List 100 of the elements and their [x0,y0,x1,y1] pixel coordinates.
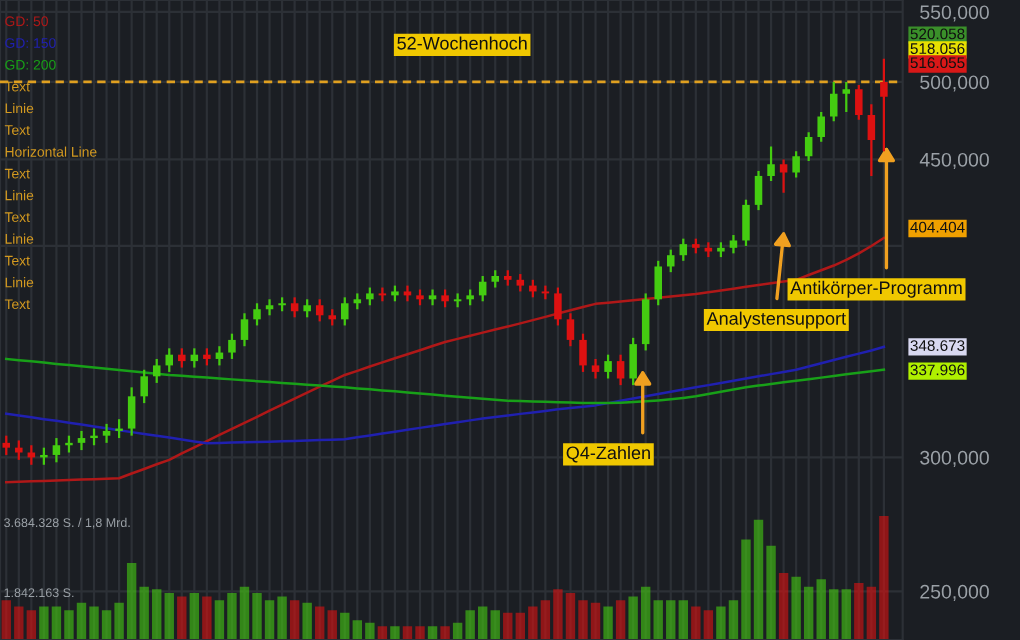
bar [477,606,488,640]
bar [728,600,739,640]
bar [603,606,613,640]
bar [177,596,187,640]
bar [753,519,764,640]
bar [803,586,814,640]
bar [302,602,312,640]
bar [340,612,350,640]
candlestick [842,80,851,114]
candlestick [253,302,261,327]
bar [678,600,688,640]
bar [402,626,413,640]
bar [540,600,551,640]
candlestick [15,439,23,461]
candlestick [265,298,274,317]
bar [866,586,877,640]
bar [578,600,588,640]
bar [640,586,651,640]
candlestick [428,288,437,307]
bar [465,610,475,640]
bar [365,622,375,640]
bar [515,612,526,640]
bar [766,545,776,640]
candlestick [591,357,600,380]
bar [879,516,889,640]
y-tick-label: 250,000 [920,584,989,601]
ref-line-label: 52-Wochenhoch [397,36,527,50]
bar [666,600,676,640]
candlestick [817,110,825,143]
candlestick [566,312,575,348]
bar [26,610,37,640]
candlestick [2,434,11,457]
candlestick [666,248,675,274]
annotation: Q4-Zahlen [566,445,650,463]
candlestick [554,286,562,327]
candlestick [315,298,324,323]
bar [590,602,601,640]
candlestick [641,292,650,352]
bar [264,600,275,640]
candlestick [378,286,387,303]
candlestick [792,150,800,179]
bar [816,579,826,640]
bar [139,586,149,640]
bar [615,600,626,640]
bar [778,573,789,640]
bar [39,606,49,640]
bar [189,592,200,640]
line-series [5,357,886,405]
bar [854,582,864,640]
bar [239,586,250,640]
bar [415,626,425,640]
bar [76,602,87,640]
candlestick [742,198,750,248]
bar [703,610,714,640]
bar [829,589,839,640]
bar [841,589,851,640]
annotation: Antikörper-Programm [790,280,962,298]
bar [327,610,337,640]
candlestick [616,353,625,387]
bar [653,600,663,640]
bar [277,596,287,640]
bar [315,606,325,640]
bar [628,596,638,640]
candlestick [240,312,249,348]
candlestick [804,131,813,163]
candlestick [767,145,775,183]
candlestick [77,429,86,452]
y-tick-label: 300,000 [920,450,989,467]
candlestick [829,80,838,123]
bar [528,606,538,640]
bar [553,589,563,640]
bar [89,606,99,640]
bar [791,576,801,640]
bar [289,600,300,640]
candlestick [341,296,349,327]
y-tick-label: 500,000 [920,75,989,92]
candlestick [629,336,637,387]
candlestick [152,357,161,385]
candlestick [679,237,688,262]
bar [691,606,701,640]
candlestick [290,296,299,319]
candlestick [127,386,136,437]
candlestick [52,436,61,464]
bar [1,600,11,640]
candlestick [140,368,148,405]
bar [741,539,751,640]
bar [164,592,174,640]
line-series [5,345,886,445]
bar [51,606,62,640]
bar [152,589,162,640]
bar [101,610,112,640]
bar [227,592,237,640]
candlestick [654,259,662,307]
bar [716,606,726,640]
candlestick [779,158,788,194]
candlestick [165,347,174,374]
bar [427,626,438,640]
bar [503,612,513,640]
bar [64,610,74,640]
candlestick [867,103,876,178]
